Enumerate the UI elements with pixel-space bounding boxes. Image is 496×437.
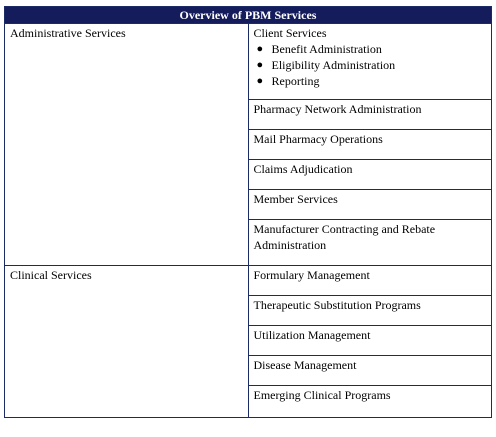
service-utilization-management: Utilization Management (247, 325, 492, 356)
sub-item-label: Reporting (271, 74, 320, 88)
category-administrative-services: Administrative Services (4, 23, 249, 266)
service-emerging-clinical-programs: Emerging Clinical Programs (247, 385, 492, 418)
service-manufacturer-contracting: Manufacturer Contracting and Rebate Admi… (247, 219, 492, 266)
table-row: Disease Management (5, 355, 492, 386)
bullet-icon: ● (256, 43, 264, 55)
table-row: Emerging Clinical Programs (5, 385, 492, 418)
sub-item-label: Benefit Administration (271, 42, 382, 56)
sub-item-reporting: ● Reporting (257, 73, 487, 89)
table-title: Overview of PBM Services (4, 6, 492, 24)
bullet-icon: ● (256, 59, 264, 71)
sub-item-eligibility-administration: ● Eligibility Administration (257, 57, 487, 73)
service-claims-adjudication: Claims Adjudication (247, 159, 492, 190)
service-disease-management: Disease Management (247, 355, 492, 386)
client-services-sub-list: ● Benefit Administration ● Eligibility A… (254, 41, 487, 89)
table-row: Mail Pharmacy Operations (5, 129, 492, 160)
table-title-row: Overview of PBM Services (4, 6, 492, 24)
service-therapeutic-substitution-programs: Therapeutic Substitution Programs (247, 295, 492, 326)
table-row: Member Services (5, 189, 492, 220)
service-client-services: Client Services ● Benefit Administration… (247, 23, 492, 100)
table-row: Administrative Services Client Services … (4, 23, 492, 266)
table-row: Pharmacy Network Administration (5, 99, 492, 130)
service-mail-pharmacy-operations: Mail Pharmacy Operations (247, 129, 492, 160)
bullet-icon: ● (256, 75, 264, 87)
pbm-services-table: Overview of PBM Services Administrative … (4, 6, 492, 418)
table-row: Clinical Services Formulary Management (4, 265, 492, 418)
sub-item-label: Eligibility Administration (271, 58, 396, 72)
table-row: Utilization Management (5, 325, 492, 356)
service-member-services: Member Services (247, 189, 492, 220)
service-formulary-management: Formulary Management (247, 265, 492, 296)
service-label: Client Services (253, 26, 327, 40)
category-clinical-services: Clinical Services (4, 265, 249, 418)
service-pharmacy-network-administration: Pharmacy Network Administration (247, 99, 492, 130)
sub-item-benefit-administration: ● Benefit Administration (257, 41, 487, 57)
table-row: Manufacturer Contracting and Rebate Admi… (5, 219, 492, 266)
